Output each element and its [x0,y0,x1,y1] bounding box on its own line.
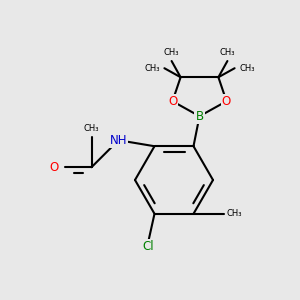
Text: B: B [195,110,204,123]
Text: NH: NH [110,134,127,147]
Text: O: O [222,95,231,108]
Text: Cl: Cl [143,240,154,253]
Text: CH₃: CH₃ [84,124,99,133]
Text: CH₃: CH₃ [164,47,179,56]
Text: CH₃: CH₃ [239,64,255,73]
Text: O: O [49,161,58,174]
Text: O: O [168,95,177,108]
Text: CH₃: CH₃ [220,47,235,56]
Text: CH₃: CH₃ [226,209,242,218]
Text: CH₃: CH₃ [144,64,160,73]
